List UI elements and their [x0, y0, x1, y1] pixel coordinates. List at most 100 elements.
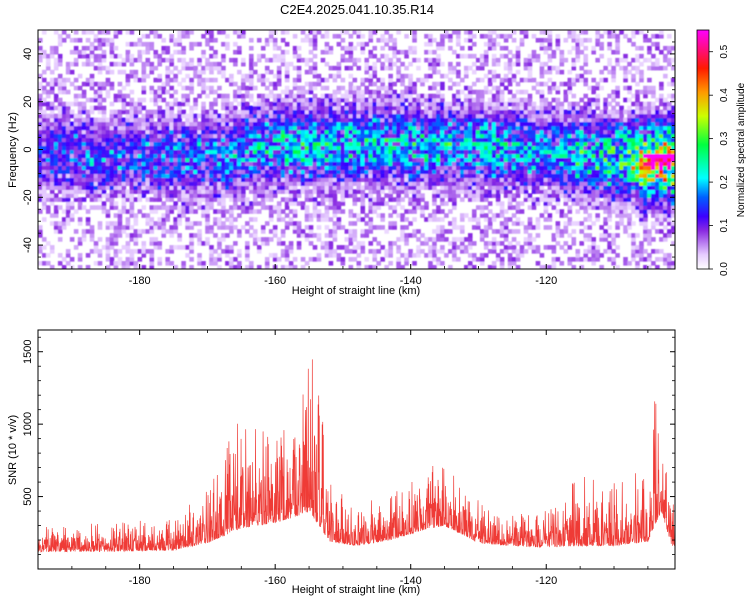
heatmap-cell [511, 105, 517, 111]
heatmap-cell [145, 49, 151, 55]
heatmap-cell [189, 77, 194, 83]
heatmap-cell [376, 125, 381, 131]
heatmap-cell [408, 73, 413, 79]
heatmap-cell [272, 97, 278, 103]
heatmap-cell [137, 149, 143, 155]
heatmap-cell [344, 113, 350, 119]
heatmap-cell [264, 221, 270, 226]
heatmap-cell [221, 105, 226, 111]
heatmap-cell [479, 57, 485, 63]
heatmap-cell [432, 161, 437, 167]
heatmap-cell [392, 81, 397, 87]
heatmap-cell [308, 233, 314, 238]
heatmap-cell [225, 149, 230, 155]
heatmap-cell [308, 129, 314, 135]
heatmap-cell [69, 81, 75, 87]
heatmap-cell [412, 125, 417, 131]
heatmap-cell [424, 117, 429, 123]
heatmap-cell [392, 185, 397, 190]
heatmap-cell [463, 129, 469, 135]
heatmap-cell [153, 89, 159, 95]
heatmap-cell [479, 113, 485, 119]
heatmap-cell [109, 41, 115, 47]
heatmap-cell [97, 45, 103, 51]
heatmap-cell [249, 61, 254, 67]
heatmap-cell [209, 169, 214, 174]
heatmap-cell [420, 193, 425, 198]
heatmap-cell [499, 53, 505, 59]
heatmap-cell [372, 61, 378, 67]
heatmap-cell [487, 145, 493, 151]
heatmap-cell [340, 257, 346, 262]
heatmap-cell [456, 185, 461, 190]
heatmap-cell [384, 105, 389, 111]
heatmap-cell [428, 149, 433, 155]
heatmap-cell [380, 77, 385, 83]
heatmap-cell [475, 133, 481, 139]
heatmap-cell [368, 229, 374, 234]
heatmap-cell [424, 41, 429, 47]
heatmap-cell [304, 69, 310, 75]
heatmap-cell [217, 193, 222, 198]
heatmap-cell [432, 65, 437, 71]
heatmap-cell [213, 113, 218, 119]
heatmap-cell [201, 49, 206, 55]
heatmap-cell [328, 197, 334, 202]
heatmap-cell [320, 185, 326, 190]
heatmap-cell [193, 73, 198, 79]
heatmap-cell [292, 149, 298, 155]
heatmap-cell [149, 221, 155, 226]
heatmap-cell [141, 133, 147, 139]
heatmap-cell [288, 261, 294, 266]
heatmap-cell [233, 30, 238, 35]
heatmap-cell [523, 125, 529, 131]
heatmap-cell [368, 265, 374, 269]
heatmap-cell [181, 113, 186, 119]
heatmap-cell [201, 261, 206, 266]
heatmap-cell [448, 61, 453, 67]
heatmap-cell [460, 129, 465, 135]
heatmap-cell [157, 197, 163, 202]
heatmap-cell [416, 165, 421, 171]
heatmap-cell [479, 257, 485, 262]
heatmap-cell [380, 149, 385, 155]
heatmap-cell [157, 33, 163, 39]
heatmap-cell [388, 65, 393, 71]
heatmap-cell [292, 125, 298, 131]
heatmap-cell [89, 53, 95, 59]
heatmap-cell [352, 169, 358, 174]
heatmap-cell [45, 141, 51, 147]
heatmap-cell [344, 193, 350, 198]
heatmap-cell [463, 121, 469, 127]
heatmap-cell [165, 157, 170, 163]
heatmap-cell [448, 265, 453, 269]
heatmap-cell [45, 125, 51, 131]
heatmap-cell [487, 113, 493, 119]
heatmap-cell [280, 49, 286, 55]
heatmap-cell [217, 85, 222, 91]
heatmap-cell [252, 229, 258, 234]
heatmap-cell [181, 265, 186, 269]
heatmap-cell [77, 141, 83, 147]
heatmap-cell [348, 81, 354, 87]
heatmap-cell [264, 241, 270, 246]
heatmap-cell [205, 221, 210, 226]
heatmap-cell [201, 85, 206, 91]
heatmap-cell [456, 149, 461, 155]
heatmap-cell [249, 53, 254, 59]
heatmap-cell [336, 201, 342, 206]
heatmap-cell [45, 149, 51, 155]
heatmap-cell [189, 241, 194, 246]
heatmap-cell [217, 241, 222, 246]
heatmap-cell [515, 169, 521, 174]
heatmap-cell [264, 65, 270, 71]
heatmap-cell [519, 161, 525, 167]
heatmap-cell [388, 189, 393, 194]
heatmap-cell [440, 157, 445, 163]
heatmap-cell [264, 85, 270, 91]
heatmap-cell [332, 249, 338, 254]
heatmap-cell [452, 201, 457, 206]
heatmap-cell [260, 165, 266, 171]
heatmap-cell [237, 169, 242, 174]
heatmap-cell [360, 245, 366, 250]
